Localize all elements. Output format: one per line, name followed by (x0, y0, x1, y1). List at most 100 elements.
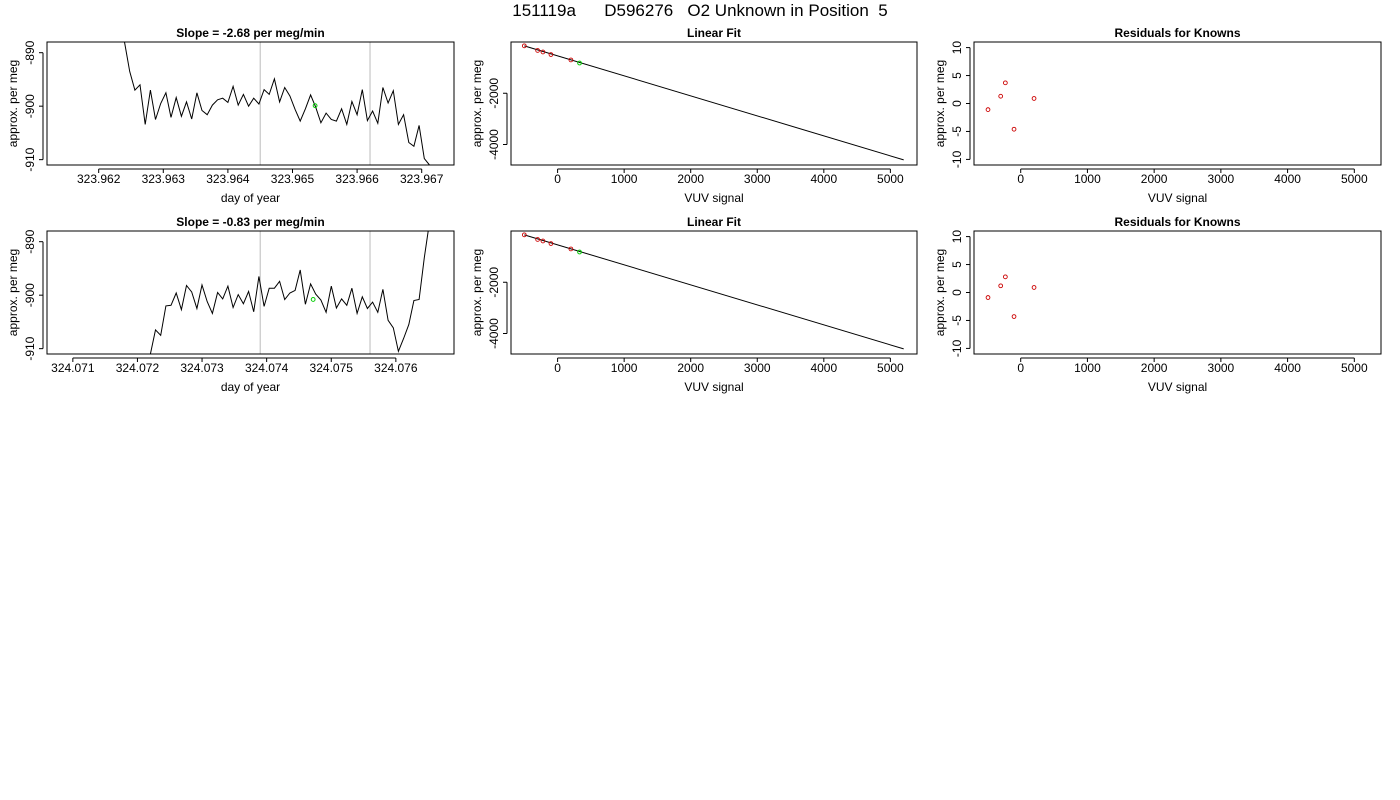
x-tick-label: 4000 (810, 172, 837, 186)
x-tick-label: 324.071 (51, 361, 95, 375)
y-axis-label: approx. per meg (470, 249, 484, 336)
y-tick-label: 10 (950, 230, 964, 244)
y-tick-label: -2000 (487, 78, 501, 109)
page-title: 151119a D596276 O2 Unknown in Position 5 (512, 1, 888, 20)
panel-res1: 0 1000 2000 3000 4000 5000 10 5 0 -5 -10 Residuals … (933, 26, 1382, 205)
known-point (1011, 126, 1017, 132)
x-tick-label: 323.967 (400, 172, 444, 186)
y-axis: -2000 -4000 (487, 267, 508, 349)
x-tick-label: 323.966 (335, 172, 379, 186)
panel-title: Slope = -2.68 per meg/min (176, 26, 324, 40)
x-axis: 0 1000 2000 3000 4000 5000 (554, 168, 904, 186)
y-tick-label: -890 (23, 40, 37, 64)
x-axis: 0 1000 2000 3000 4000 5000 (554, 357, 904, 375)
known-point (548, 241, 554, 246)
y-axis-label: approx. per meg (933, 249, 947, 336)
y-axis-label: approx. per meg (6, 249, 20, 336)
y-tick-label: -910 (23, 336, 37, 360)
panel-ts1: 323.962 323.963 323.964 323.965 323.966 323.9… (6, 26, 455, 205)
x-tick-label: 323.962 (77, 172, 121, 186)
panel-title: Slope = -0.83 per meg/min (176, 215, 324, 229)
x-tick-label: 5000 (1341, 361, 1368, 375)
plot-area (985, 80, 1037, 132)
x-tick-label: 1000 (611, 172, 638, 186)
x-axis-label: VUV signal (684, 191, 743, 205)
plot-frame (973, 230, 1382, 355)
known-point (1011, 314, 1017, 319)
y-tick-label: -10 (950, 339, 964, 357)
x-tick-label: 5000 (877, 172, 904, 186)
x-tick-label: 4000 (1274, 361, 1301, 375)
y-tick-label: -5 (950, 126, 964, 137)
x-tick-label: 5000 (877, 361, 904, 375)
x-axis: 0 1000 2000 3000 4000 5000 (1017, 357, 1368, 375)
x-axis-label: VUV signal (684, 380, 743, 394)
known-point (1003, 274, 1008, 280)
plot-area (521, 232, 904, 350)
y-axis: 10 5 0 -5 -10 (950, 41, 971, 168)
x-tick-label: 1000 (1074, 172, 1101, 186)
known-point (540, 49, 546, 55)
x-axis: 0 1000 2000 3000 4000 5000 (1017, 168, 1368, 186)
y-axis-label: approx. per meg (933, 60, 947, 147)
panel-lf1: 0 1000 2000 3000 4000 5000 -2000 -4000 Linear Fi… (470, 26, 918, 205)
known-point (985, 107, 991, 112)
x-axis: 323.962 323.963 323.964 323.965 323.966 323.9… (77, 168, 444, 186)
y-axis: -890 -900 -910 (23, 229, 44, 361)
panel-title: Linear Fit (687, 26, 741, 40)
panel-ts2: 324.071 324.072 324.073 324.074 324.075 324.0… (6, 215, 455, 394)
x-tick-label: 324.072 (116, 361, 160, 375)
known-point (535, 48, 540, 53)
x-tick-label: 323.964 (206, 172, 250, 186)
x-tick-label: 324.076 (374, 361, 418, 375)
y-tick-label: -900 (23, 283, 37, 307)
y-tick-label: -4000 (487, 129, 501, 160)
x-tick-label: 3000 (1208, 361, 1235, 375)
plot-frame (510, 230, 918, 355)
x-axis-label: VUV signal (1148, 191, 1207, 205)
y-tick-label: 0 (950, 289, 964, 296)
known-point (540, 238, 546, 244)
known-point (1031, 96, 1037, 101)
y-tick-label: -890 (23, 229, 37, 253)
x-tick-label: 324.075 (310, 361, 354, 375)
y-tick-label: -900 (23, 94, 37, 118)
x-tick-label: 4000 (1274, 172, 1301, 186)
x-tick-label: 4000 (810, 361, 837, 375)
plot-area (124, 42, 435, 165)
y-tick-label: -910 (23, 147, 37, 171)
panel-title: Linear Fit (687, 215, 741, 229)
x-tick-label: 323.965 (271, 172, 315, 186)
y-axis-label: approx. per meg (470, 60, 484, 147)
plot-area (149, 231, 429, 354)
panel-title: Residuals for Knowns (1114, 26, 1240, 40)
series-line (149, 231, 429, 354)
y-tick-label: -2000 (487, 267, 501, 298)
y-axis: -890 -900 -910 (23, 40, 44, 172)
x-axis-label: day of year (221, 380, 280, 394)
x-tick-label: 0 (1017, 361, 1024, 375)
known-point (521, 232, 527, 238)
x-tick-label: 2000 (677, 172, 704, 186)
y-tick-label: 10 (950, 41, 964, 55)
y-axis-label: approx. per meg (6, 60, 20, 147)
y-axis: 10 5 0 -5 -10 (950, 230, 971, 357)
x-tick-label: 2000 (1141, 172, 1168, 186)
x-tick-label: 3000 (1208, 172, 1235, 186)
x-tick-label: 0 (554, 172, 561, 186)
y-tick-label: 5 (950, 72, 964, 79)
x-tick-label: 324.073 (180, 361, 224, 375)
x-tick-label: 323.963 (142, 172, 186, 186)
panel-title: Residuals for Knowns (1114, 215, 1240, 229)
known-point (985, 295, 991, 300)
x-axis-label: VUV signal (1148, 380, 1207, 394)
plot-frame (46, 41, 455, 166)
plot-frame (973, 41, 1382, 166)
x-tick-label: 2000 (1141, 361, 1168, 375)
y-tick-label: -5 (950, 315, 964, 326)
y-tick-label: -10 (950, 150, 964, 168)
x-tick-label: 5000 (1341, 172, 1368, 186)
unknown-point (310, 297, 316, 302)
x-tick-label: 324.074 (245, 361, 289, 375)
x-axis-label: day of year (221, 191, 280, 205)
